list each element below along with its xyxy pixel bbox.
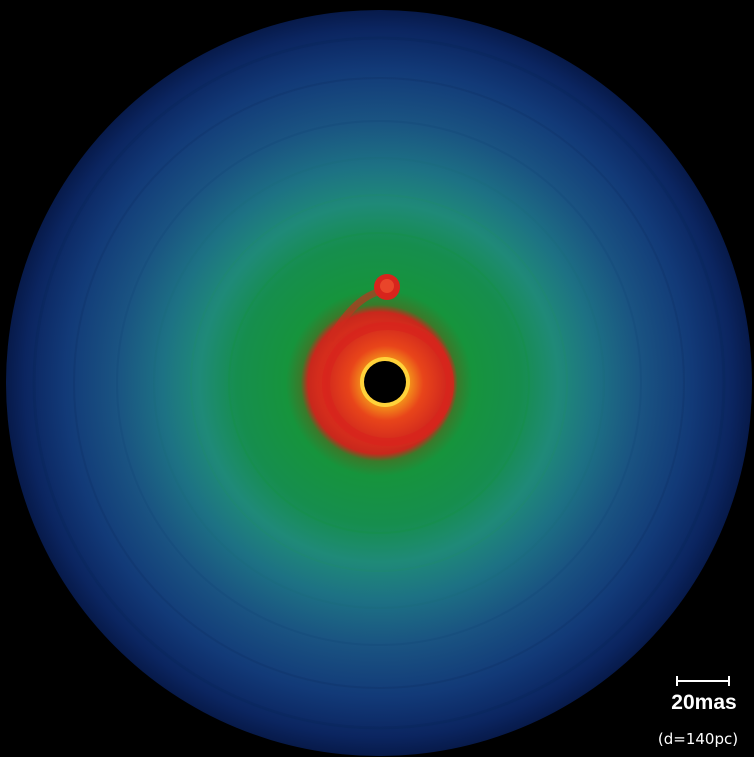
central-hole [364,361,406,403]
spiral-arm [326,288,380,342]
planet-clump [374,274,400,300]
inner-red-ring [322,322,454,446]
scale-bar-line [676,680,730,682]
distance-note: (d=140pc) [657,730,739,748]
scale-bar [676,676,730,686]
scale-bar-right-tick [728,676,730,686]
scale-bar-label: 20mas [671,691,737,714]
banding-rings [32,36,726,730]
